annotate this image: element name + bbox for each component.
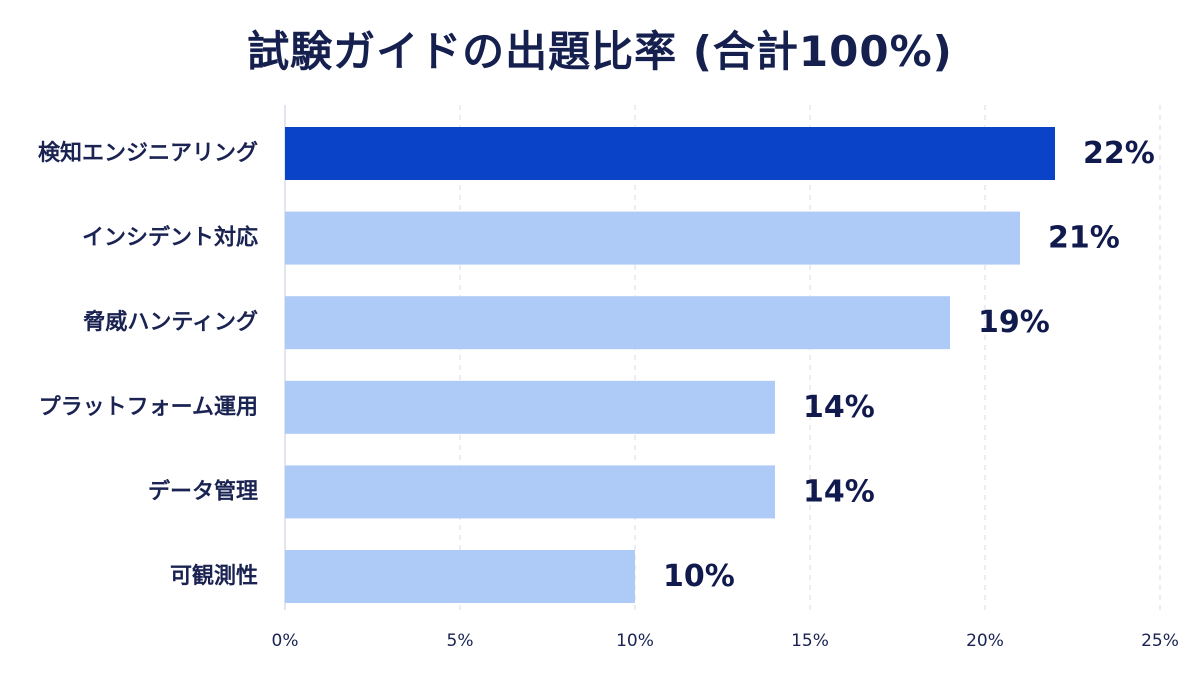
category-label: 脅威ハンティング [82, 309, 258, 335]
bar [285, 380, 775, 434]
value-label: 10% [663, 559, 735, 594]
bar [285, 465, 775, 519]
value-label: 19% [978, 305, 1050, 340]
value-label: 21% [1048, 221, 1120, 256]
x-tick-label: 25% [1141, 631, 1179, 651]
x-tick-label: 15% [791, 631, 829, 651]
category-label: 検知エンジニアリング [38, 140, 258, 166]
value-label: 14% [803, 474, 875, 509]
bar [285, 127, 1055, 180]
bar [285, 296, 950, 350]
bar [285, 211, 1020, 265]
x-tick-label: 10% [616, 631, 654, 651]
value-label: 22% [1083, 136, 1155, 171]
value-label: 14% [803, 390, 875, 425]
category-label: データ管理 [148, 478, 258, 504]
bar [285, 550, 635, 603]
chart-title: 試験ガイドの出題比率 (合計100%) [247, 27, 953, 76]
category-label: プラットフォーム運用 [39, 395, 258, 420]
category-label: インシデント対応 [82, 225, 258, 251]
x-tick-label: 20% [966, 631, 1004, 651]
x-tick-label: 0% [272, 631, 299, 651]
category-label: 可観測性 [170, 563, 258, 589]
x-tick-label: 5% [447, 631, 474, 651]
